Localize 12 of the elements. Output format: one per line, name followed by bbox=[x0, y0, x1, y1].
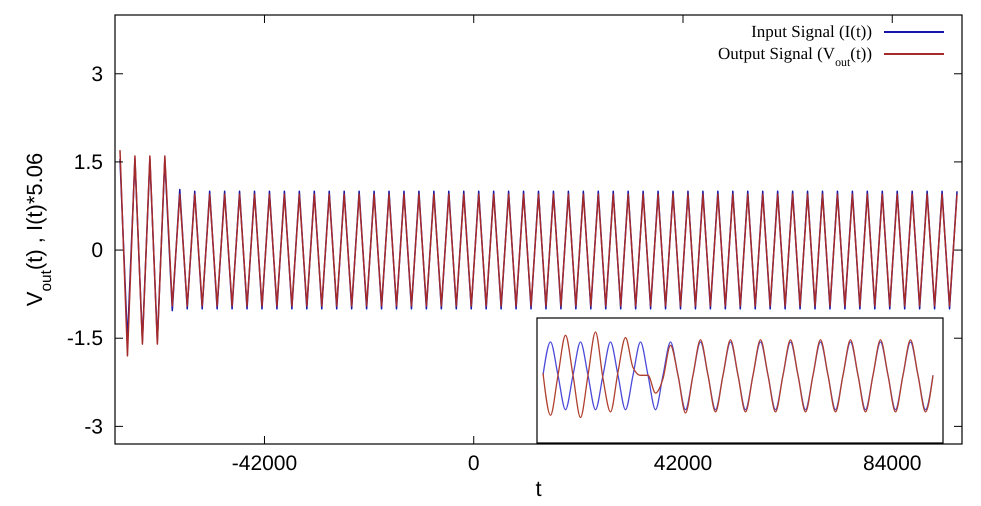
x-tick-label: 0 bbox=[468, 452, 480, 475]
legend-label: Output Signal (V$_{out}$(t)) bbox=[718, 44, 872, 69]
x-axis-title: t bbox=[535, 476, 542, 501]
x-tick-label: 42000 bbox=[654, 452, 712, 475]
y-tick-label: 1.5 bbox=[74, 150, 103, 174]
y-tick-label: 0 bbox=[91, 239, 103, 262]
y-tick-label: -1.5 bbox=[66, 327, 103, 350]
x-tick-label: -42000 bbox=[232, 452, 298, 475]
x-tick-label: 84000 bbox=[863, 452, 922, 475]
y-tick-label: -3 bbox=[84, 415, 103, 438]
legend-label: Input Signal (I(t)) bbox=[751, 22, 872, 41]
y-tick-label: 3 bbox=[91, 62, 103, 86]
